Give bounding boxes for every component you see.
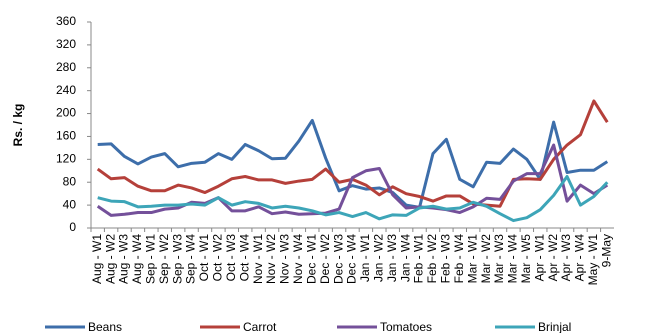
x-tick-label: Jan - W3 [385, 234, 399, 282]
y-tick-label: 240 [56, 83, 76, 97]
y-tick-label: 40 [63, 197, 77, 211]
x-tick-label: Apr - W4 [573, 234, 587, 282]
x-tick-label: Aug - W4 [130, 234, 144, 284]
x-tick-label: Apr - W1 [532, 234, 546, 282]
x-tick-label: Jan - W2 [371, 234, 385, 282]
x-tick-label: Mar - W3 [492, 234, 506, 284]
x-tick-label: Mar - W4 [506, 234, 520, 284]
x-tick-label: Aug - W3 [117, 234, 131, 284]
y-tick-label: 120 [56, 152, 76, 166]
x-tick-label: Aug - W1 [90, 234, 104, 284]
legend-label: Brinjal [538, 320, 571, 333]
y-tick-label: 160 [56, 129, 76, 143]
y-axis-label: Rs. / kg [11, 104, 25, 147]
x-tick-label: Aug - W2 [103, 234, 117, 284]
legend-label: Beans [88, 320, 122, 333]
line [97, 118, 609, 209]
x-tick-label: Oct - W3 [224, 234, 238, 282]
y-tick-label: 280 [56, 60, 76, 74]
x-tick-label: Dec - W4 [345, 234, 359, 284]
line [96, 99, 609, 208]
x-tick-label: Nov - W1 [251, 234, 265, 284]
x-tick-label: Oct - W4 [237, 234, 251, 282]
x-tick-label: 9-May [599, 234, 613, 267]
x-tick-label: Nov - W2 [264, 234, 278, 284]
x-tick-label: Sep - W3 [170, 234, 184, 284]
x-tick-label: May - W1 [586, 234, 600, 286]
y-tick-label: 80 [63, 174, 77, 188]
x-tick-label: Oct - W2 [211, 234, 225, 282]
x-tick-label: Jan - W4 [398, 234, 412, 282]
x-tick-label: Apr - W2 [546, 234, 560, 282]
y-tick-label: 320 [56, 37, 76, 51]
x-tick-label: Feb - W4 [452, 234, 466, 284]
x-tick-label: Sep - W4 [184, 234, 198, 284]
x-tick-label: Apr - W3 [559, 234, 573, 282]
x-tick-label: Feb - W1 [412, 234, 426, 284]
legend-label: Carrot [243, 320, 277, 333]
x-tick-label: Mar - W1 [465, 234, 479, 284]
legend-label: Tomatoes [380, 320, 432, 333]
y-tick-label: 360 [56, 14, 76, 28]
x-tick-label: Mar - W5 [519, 234, 533, 284]
x-tick-label: Sep - W1 [144, 234, 158, 284]
y-tick-label: 200 [56, 106, 76, 120]
x-tick-label: Feb - W2 [425, 234, 439, 284]
x-tick-label: Feb - W3 [439, 234, 453, 284]
line [97, 175, 609, 223]
x-tick-label: Mar - W2 [479, 234, 493, 284]
x-tick-label: Jan - W1 [358, 234, 372, 282]
x-tick-label: Oct - W1 [197, 234, 211, 282]
x-tick-label: Dec - W3 [331, 234, 345, 284]
x-tick-label: Sep - W2 [157, 234, 171, 284]
x-tick-label: Dec - W2 [318, 234, 332, 284]
y-tick-label: 0 [69, 220, 76, 234]
x-tick-label: Nov - W3 [278, 234, 292, 284]
x-tick-label: Dec - W1 [304, 234, 318, 284]
x-tick-label: Nov - W4 [291, 234, 305, 284]
